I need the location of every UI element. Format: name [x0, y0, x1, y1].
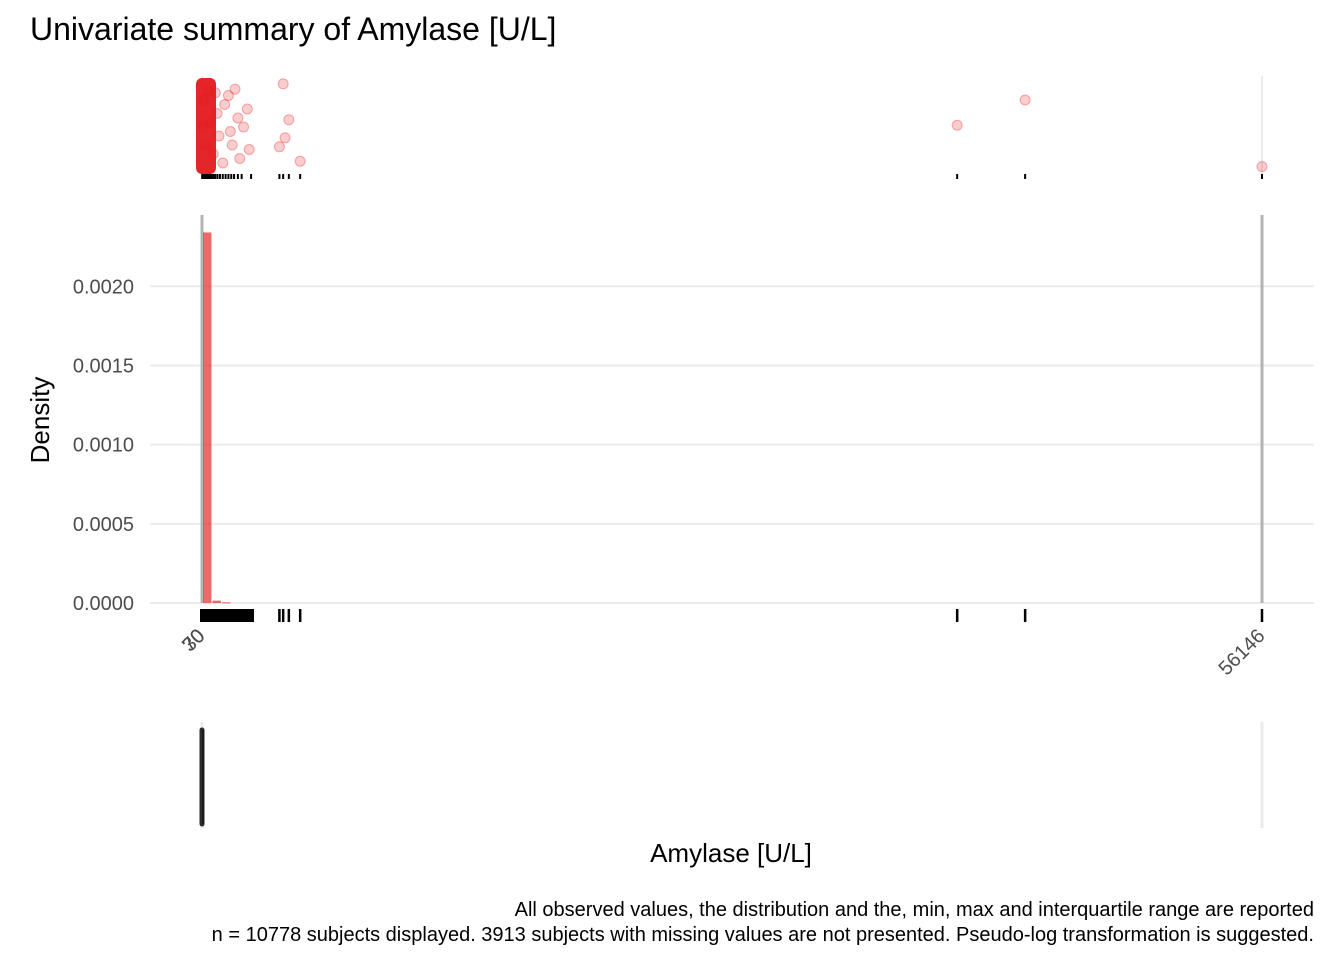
jitter-point: [951, 119, 963, 131]
jitter-point: [232, 112, 244, 124]
boxplot-panel: [199, 722, 1264, 828]
y-axis-label: Density: [25, 377, 55, 464]
histogram-bar: [203, 232, 212, 603]
jitter-point: [204, 117, 216, 128]
jitter-panel: [196, 76, 1268, 179]
jitter-point: [279, 132, 291, 144]
jitter-point: [1019, 94, 1031, 106]
histogram-bar: [212, 600, 221, 603]
y-tick-label: 0.0015: [73, 355, 134, 377]
rug-dense-band: [200, 609, 254, 622]
jitter-point: [213, 130, 225, 142]
caption-line-2: n = 10778 subjects displayed. 3913 subje…: [212, 924, 1314, 946]
histogram-bar: [221, 602, 231, 604]
jitter-dense-cluster: [196, 78, 216, 174]
jitter-point: [197, 121, 209, 133]
jitter-point: [226, 139, 238, 151]
jitter-point: [222, 90, 234, 101]
jitter-point: [209, 87, 221, 99]
jitter-point: [224, 126, 236, 137]
jitter-point: [241, 103, 253, 115]
jitter-point: [238, 121, 250, 133]
y-tick-label: 0.0005: [73, 514, 134, 536]
jitter-point: [200, 139, 212, 151]
y-tick-label: 0.0000: [73, 593, 134, 615]
jitter-point: [243, 144, 255, 155]
y-tick-label: 0.0010: [73, 435, 134, 457]
chart-title: Univariate summary of Amylase [U/L]: [30, 11, 556, 47]
jitter-point: [198, 94, 210, 106]
x-tick-label: 56146: [1215, 625, 1270, 680]
jitter-point: [202, 85, 214, 97]
jitter-point: [277, 78, 289, 90]
jitter-point: [229, 83, 241, 95]
jitter-point: [273, 141, 285, 153]
y-tick-label: 0.0020: [73, 276, 134, 298]
jitter-point: [211, 108, 223, 119]
caption-line-1: All observed values, the distribution an…: [515, 899, 1314, 921]
jitter-point: [207, 148, 219, 160]
jitter-point: [219, 99, 231, 110]
jitter-point: [217, 157, 229, 169]
x-axis-label: Amylase [U/L]: [650, 838, 812, 868]
jitter-point: [234, 153, 246, 164]
jitter-point: [1256, 161, 1268, 173]
jitter-point: [294, 155, 306, 167]
jitter-point: [283, 114, 295, 126]
